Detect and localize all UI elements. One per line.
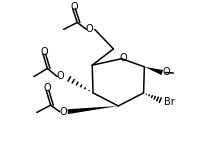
Text: O: O (59, 107, 67, 117)
Text: O: O (120, 53, 127, 63)
Text: O: O (70, 2, 78, 12)
Text: O: O (86, 24, 94, 34)
Polygon shape (68, 106, 118, 114)
Text: O: O (57, 71, 64, 81)
Text: O: O (40, 47, 48, 57)
Text: O: O (43, 83, 51, 93)
Polygon shape (144, 67, 163, 75)
Text: O: O (163, 67, 170, 77)
Text: Br: Br (164, 97, 175, 107)
